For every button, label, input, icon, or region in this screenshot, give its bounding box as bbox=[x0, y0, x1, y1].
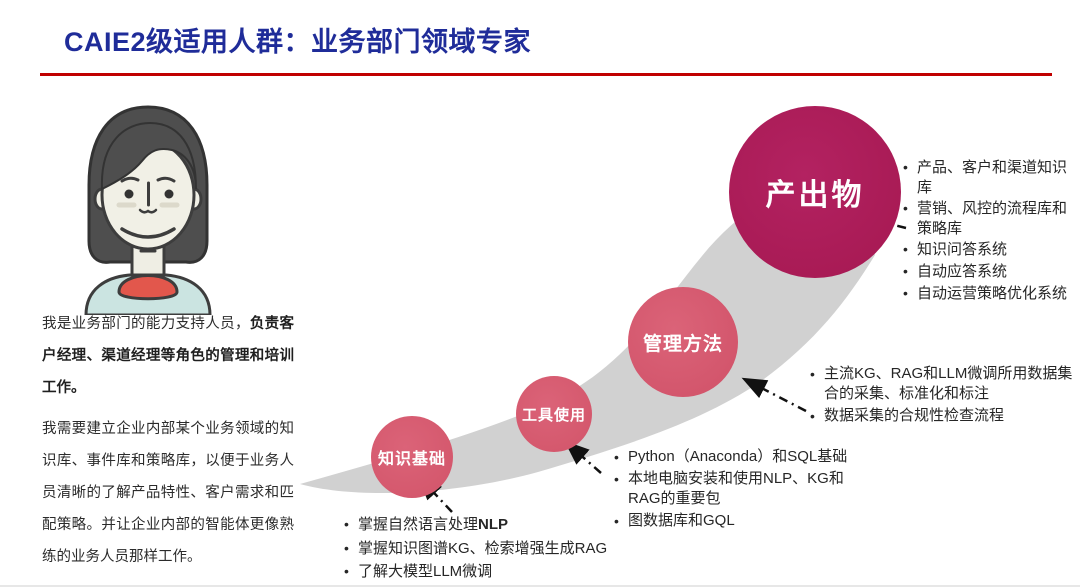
stage-circle-knowledge: 知识基础 bbox=[371, 416, 453, 498]
list-item: 主流KG、RAG和LLM微调所用数据集合的采集、标准化和标注 bbox=[808, 364, 1074, 404]
dashdot-arrow-management bbox=[741, 377, 807, 413]
persona-paragraph-2: 我需要建立企业内部某个业务领域的知识库、事件库和策略库，以便于业务人员清晰的了解… bbox=[42, 421, 294, 565]
list-item: 知识问答系统 bbox=[901, 240, 1069, 260]
stage-circle-deliverables: 产出物 bbox=[729, 106, 901, 278]
list-item: 数据采集的合规性检查流程 bbox=[808, 406, 1074, 426]
title-underline bbox=[40, 73, 1052, 76]
dashdot-arrow-output bbox=[861, 213, 907, 233]
list-item: Python（Anaconda）和SQL基础 bbox=[612, 447, 864, 467]
management-items-list: 主流KG、RAG和LLM微调所用数据集合的采集、标准化和标注 数据采集的合规性检… bbox=[808, 364, 1074, 428]
dashdot-arrow-knowledge bbox=[417, 475, 453, 513]
knowledge-items-list: 掌握自然语言处理NLP 掌握知识图谱KG、检索增强生成RAG 了解大模型LLM微… bbox=[342, 514, 652, 585]
list-item: 掌握知识图谱KG、检索增强生成RAG bbox=[342, 538, 652, 560]
list-item: 产品、客户和渠道知识库 bbox=[901, 158, 1069, 197]
persona-avatar bbox=[62, 93, 234, 317]
list-item: 本地电脑安装和使用NLP、KG和RAG的重要包 bbox=[612, 469, 864, 509]
list-item: 图数据库和GQL bbox=[612, 511, 864, 531]
dashdot-arrow-tools bbox=[564, 440, 602, 474]
list-item: 营销、风控的流程库和策略库 bbox=[901, 199, 1069, 238]
persona-paragraph-1: 我是业务部门的能力支持人员，负责客户经理、渠道经理等角色的管理和培训工作。 bbox=[42, 316, 294, 396]
list-item: 自动运营策略优化系统 bbox=[901, 284, 1069, 304]
growth-curve bbox=[300, 160, 875, 494]
persona-description: 我是业务部门的能力支持人员，负责客户经理、渠道经理等角色的管理和培训工作。 我需… bbox=[42, 308, 294, 582]
stage-circle-tools: 工具使用 bbox=[516, 376, 592, 452]
woman-avatar-icon bbox=[84, 105, 212, 317]
stage-circle-management: 管理方法 bbox=[628, 287, 738, 397]
page-title: CAIE2级适用人群：业务部门领域专家 bbox=[64, 27, 532, 57]
list-item: 了解大模型LLM微调 bbox=[342, 561, 652, 583]
avatar-collar bbox=[117, 274, 179, 301]
list-item: 掌握自然语言处理NLP bbox=[342, 514, 652, 536]
deliverables-items-list: 产品、客户和渠道知识库 营销、风控的流程库和策略库 知识问答系统 自动应答系统 … bbox=[901, 158, 1069, 305]
list-item: 自动应答系统 bbox=[901, 262, 1069, 282]
bottom-divider bbox=[0, 585, 1080, 587]
tools-items-list: Python（Anaconda）和SQL基础 本地电脑安装和使用NLP、KG和R… bbox=[612, 447, 864, 533]
